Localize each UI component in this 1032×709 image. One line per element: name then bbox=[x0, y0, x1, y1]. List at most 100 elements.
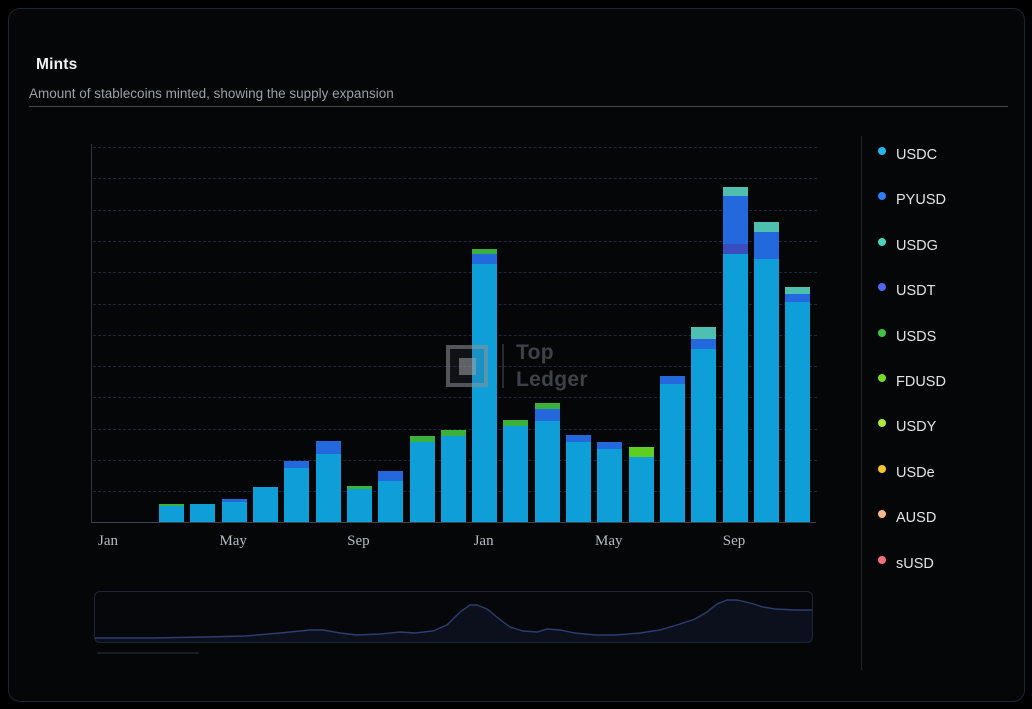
bar-2024-10[interactable] bbox=[378, 471, 404, 522]
bar-2025-04[interactable] bbox=[566, 435, 591, 522]
bar-segment-USDC[interactable] bbox=[628, 457, 654, 522]
legend-item-AUSD[interactable]: AUSD bbox=[878, 510, 936, 526]
bar-segment-PYUSD[interactable] bbox=[315, 441, 341, 454]
bar-segment-USDG[interactable] bbox=[785, 287, 811, 294]
legend-label: PYUSD bbox=[896, 192, 946, 209]
bar-segment-PYUSD[interactable] bbox=[597, 442, 623, 449]
bar-segment-USDC[interactable] bbox=[315, 454, 341, 522]
gridline bbox=[93, 178, 817, 180]
navigator-scrollbar[interactable] bbox=[97, 652, 199, 654]
bar-2024-09[interactable] bbox=[346, 486, 372, 522]
bar-2025-10[interactable] bbox=[753, 222, 779, 522]
x-tick-label: Jan bbox=[98, 533, 118, 549]
bar-segment-USDC[interactable] bbox=[378, 481, 404, 522]
plot-area bbox=[91, 144, 817, 523]
bar-segment-USDS[interactable] bbox=[409, 436, 435, 442]
bar-segment-USDC[interactable] bbox=[159, 506, 185, 522]
bar-2025-09[interactable] bbox=[722, 187, 748, 522]
legend-dot-icon bbox=[878, 510, 886, 519]
legend-label: AUSD bbox=[896, 510, 937, 527]
legend-divider bbox=[861, 136, 862, 670]
legend-item-USDY[interactable]: USDY bbox=[878, 419, 936, 435]
legend-dot-icon bbox=[878, 237, 886, 246]
bar-segment-USDS[interactable] bbox=[503, 420, 529, 426]
legend-dot-icon bbox=[878, 192, 886, 201]
bar-2025-01[interactable] bbox=[472, 249, 498, 522]
bar-2024-12[interactable] bbox=[440, 430, 466, 522]
bar-segment-PYUSD[interactable] bbox=[284, 461, 310, 468]
bar-2025-03[interactable] bbox=[534, 403, 560, 522]
bar-segment-USDC[interactable] bbox=[190, 504, 216, 522]
bar-2025-05[interactable] bbox=[597, 442, 623, 522]
bar-segment-USDS[interactable] bbox=[440, 430, 466, 436]
bar-segment-USDC[interactable] bbox=[284, 468, 310, 522]
bar-2024-06[interactable] bbox=[253, 487, 278, 522]
bar-2024-07[interactable] bbox=[284, 461, 310, 522]
bar-segment-PYUSD[interactable] bbox=[221, 499, 247, 502]
bar-segment-USDC[interactable] bbox=[503, 426, 529, 522]
navigator-line bbox=[95, 599, 812, 639]
gridline bbox=[93, 209, 817, 211]
bar-segment-PYUSD[interactable] bbox=[566, 435, 591, 442]
bar-segment-USDC[interactable] bbox=[534, 421, 560, 522]
legend-dot-icon bbox=[878, 147, 886, 155]
bar-segment-USDC[interactable] bbox=[253, 487, 278, 522]
bar-segment-USDC[interactable] bbox=[753, 259, 779, 522]
bar-segment-USDC[interactable] bbox=[221, 502, 247, 522]
bar-2025-11[interactable] bbox=[785, 287, 811, 522]
legend-item-USDT[interactable]: USDT bbox=[878, 283, 935, 299]
bar-segment-USDC[interactable] bbox=[722, 254, 748, 522]
bar-2025-07[interactable] bbox=[659, 376, 685, 522]
legend-item-USDG[interactable]: USDG bbox=[878, 237, 938, 254]
legend-label: USDY bbox=[896, 419, 937, 436]
legend-item-PYUSD[interactable]: PYUSD bbox=[878, 192, 946, 208]
bar-segment-PYUSD[interactable] bbox=[722, 196, 748, 244]
bar-segment-USDS[interactable] bbox=[346, 486, 372, 489]
bar-segment-USDG[interactable] bbox=[722, 187, 748, 196]
bar-segment-USDC[interactable] bbox=[566, 442, 591, 522]
bar-segment-USDC[interactable] bbox=[440, 436, 466, 522]
bar-segment-USDC[interactable] bbox=[691, 349, 717, 522]
bar-segment-PYUSD[interactable] bbox=[691, 339, 717, 349]
bar-segment-PYUSD[interactable] bbox=[378, 471, 404, 481]
bar-segment-USDS[interactable] bbox=[472, 249, 498, 254]
bar-segment-PYUSD[interactable] bbox=[753, 232, 779, 259]
bar-segment-USDC[interactable] bbox=[409, 442, 435, 522]
chart-navigator-brush[interactable] bbox=[94, 591, 813, 643]
legend-item-FDUSD[interactable]: FDUSD bbox=[878, 374, 946, 390]
bar-2024-05[interactable] bbox=[221, 499, 247, 522]
bar-segment-PYUSD[interactable] bbox=[534, 409, 560, 421]
bar-2025-02[interactable] bbox=[503, 420, 529, 522]
bar-2024-11[interactable] bbox=[409, 436, 435, 522]
bar-segment-USDC[interactable] bbox=[346, 489, 372, 522]
bar-segment-PYUSD[interactable] bbox=[472, 254, 498, 264]
bar-2024-04[interactable] bbox=[190, 504, 216, 522]
bar-segment-PYUSD[interactable] bbox=[785, 294, 811, 302]
bar-segment-USDG[interactable] bbox=[753, 222, 779, 232]
legend-item-sUSD[interactable]: sUSD bbox=[878, 555, 934, 572]
navigator-area-fill bbox=[95, 600, 812, 642]
x-axis: Jan May Sep Jan May Sep bbox=[91, 533, 815, 553]
bar-segment-USDC[interactable] bbox=[597, 449, 623, 522]
bar-segment-USDT[interactable] bbox=[722, 244, 748, 254]
legend-item-USDC[interactable]: USDC bbox=[878, 147, 937, 163]
legend-item-USDe[interactable]: USDe bbox=[878, 464, 935, 481]
bar-segment-PYUSD[interactable] bbox=[659, 376, 685, 384]
legend-item-USDS[interactable]: USDS bbox=[878, 328, 936, 345]
bar-2025-06[interactable] bbox=[628, 447, 654, 522]
bar-segment-USDC[interactable] bbox=[472, 264, 498, 522]
bar-2025-08[interactable] bbox=[691, 327, 717, 522]
bar-segment-FDUSD[interactable] bbox=[628, 447, 654, 457]
legend-label: FDUSD bbox=[896, 374, 946, 390]
bar-2024-08[interactable] bbox=[315, 441, 341, 522]
bar-segment-USDS[interactable] bbox=[159, 504, 185, 506]
bar-segment-USDS[interactable] bbox=[534, 403, 560, 409]
bar-segment-USDC[interactable] bbox=[785, 302, 811, 522]
x-tick-label: Sep bbox=[722, 533, 746, 549]
x-tick-label: May bbox=[595, 533, 623, 549]
bar-segment-USDG[interactable] bbox=[691, 327, 717, 339]
bar-2024-03[interactable] bbox=[159, 504, 185, 522]
x-tick-label: Sep bbox=[347, 533, 370, 549]
bar-segment-USDC[interactable] bbox=[659, 384, 685, 522]
